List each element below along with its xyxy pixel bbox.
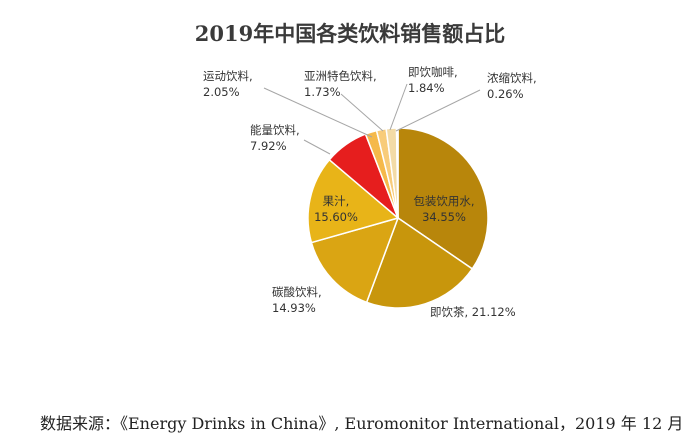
leader-line	[303, 139, 331, 155]
data-label: 亚洲特色饮料, 1.73%	[304, 69, 377, 99]
data-label: 包装饮用水, 34.55%	[413, 194, 474, 224]
data-label: 能量饮料, 7.92%	[250, 123, 300, 153]
data-label: 浓缩饮料, 0.26%	[487, 71, 537, 101]
pie-slice	[307, 158, 400, 244]
data-label: 运动饮料, 2.05%	[203, 69, 253, 99]
pie-slice	[365, 216, 474, 309]
leader-line	[340, 93, 384, 132]
source-note: 数据来源：《Energy Drinks in China》, Euromonit…	[40, 414, 684, 433]
data-label: 即饮咖啡, 1.84%	[408, 65, 458, 95]
chart-title: 2019年中国各类饮料销售额占比	[194, 21, 506, 46]
leader-line	[263, 87, 373, 138]
data-label: 即饮茶, 21.12%	[430, 305, 516, 319]
pie-slice	[397, 127, 489, 270]
pie-slice	[395, 127, 399, 219]
leader-line	[395, 89, 481, 132]
data-label: 碳酸饮料, 14.93%	[272, 285, 322, 315]
leader-line	[389, 83, 408, 131]
data-label: 果汁, 15.60%	[314, 194, 358, 224]
pie-slice	[310, 216, 400, 304]
